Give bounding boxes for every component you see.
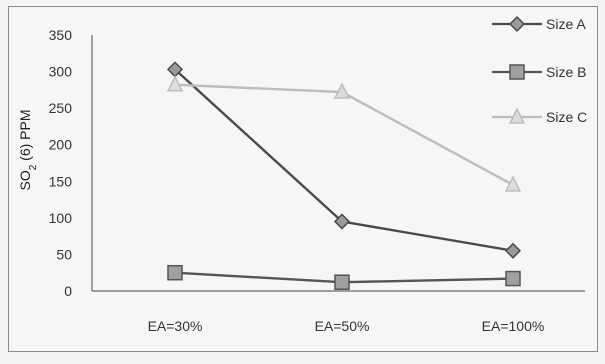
y-tick-labels: 0 50 100 150 200 250 300 350 (49, 27, 73, 299)
y-tick-label: 350 (49, 27, 73, 43)
legend-label: Size B (546, 64, 586, 80)
data-point (166, 75, 184, 92)
data-point (167, 264, 183, 281)
legend-item: Size C (492, 107, 587, 125)
series-size-b (167, 264, 521, 290)
y-tick-label: 200 (49, 137, 73, 153)
data-point (334, 274, 350, 290)
y-tick-label: 50 (56, 246, 72, 262)
y-tick-label: 0 (64, 283, 72, 299)
legend-label: Size C (546, 109, 587, 125)
y-tick-label: 150 (49, 173, 73, 189)
data-point (333, 213, 351, 230)
series-size-c (166, 75, 522, 192)
legend-marker (509, 64, 525, 80)
data-point (505, 270, 521, 287)
x-tick-label: EA=100% (482, 318, 545, 334)
x-tick-label: EA=50% (315, 318, 370, 334)
legend: Size A Size B Size C (492, 15, 587, 125)
legend-label: Size A (546, 16, 586, 32)
legend-marker (508, 15, 526, 33)
y-tick-label: 300 (49, 64, 73, 80)
axes (91, 35, 585, 292)
data-point (333, 82, 351, 99)
svg-text:SO2 (6) PPM: SO2 (6) PPM (17, 109, 39, 190)
data-point (504, 175, 522, 192)
y-tick-label: 250 (49, 100, 73, 116)
y-axis-label: SO2 (6) PPM (17, 109, 39, 190)
series-line (174, 83, 514, 186)
x-tick-label: EA=30% (148, 318, 203, 334)
data-point (504, 242, 522, 259)
legend-item: Size A (492, 15, 586, 33)
x-tick-labels: EA=30% EA=50% EA=100% (148, 318, 545, 334)
series-size-a (166, 61, 522, 259)
legend-marker (508, 107, 526, 124)
series-group (166, 61, 522, 290)
legend-item: Size B (492, 64, 586, 80)
y-tick-label: 100 (49, 210, 73, 226)
